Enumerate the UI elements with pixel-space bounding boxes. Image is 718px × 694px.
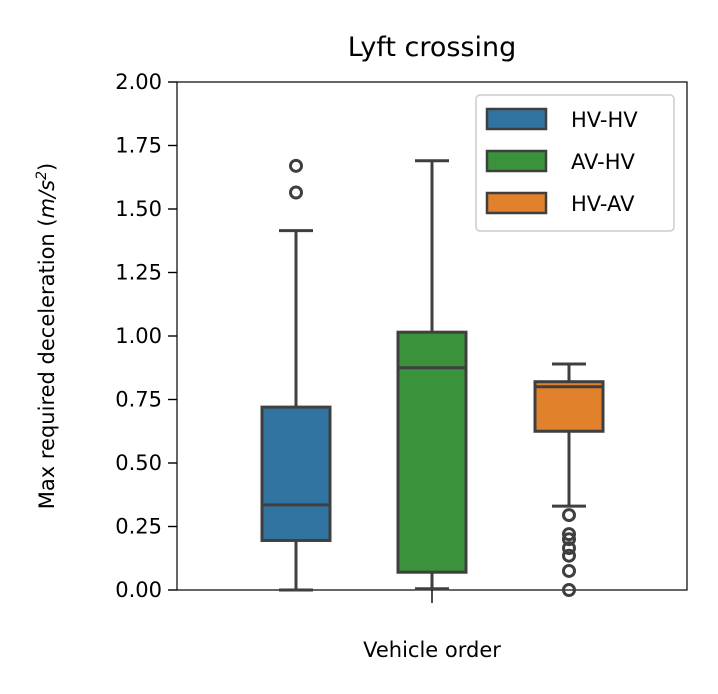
y-tick-label: 1.50 (115, 197, 162, 221)
outlier-point (562, 548, 576, 563)
legend-label: AV-HV (571, 150, 636, 174)
y-tick-label: 1.25 (115, 261, 162, 285)
y-label-prefix: Max required deceleration ( (35, 218, 59, 509)
legend-swatch-hv-hv (485, 107, 548, 131)
box-hv-hv (260, 158, 332, 592)
chart-title: Lyft crossing (348, 32, 517, 63)
y-tick-label: 1.00 (115, 324, 162, 348)
outlier-point (562, 541, 576, 556)
box-series-group (260, 158, 605, 597)
legend-label: HV-AV (571, 192, 635, 216)
outlier-point (289, 158, 303, 173)
legend-swatch-av-hv (485, 149, 548, 173)
y-tick-label: 0.00 (115, 578, 162, 602)
outlier-point (562, 532, 576, 547)
iqr-box (260, 405, 332, 542)
y-label-unit-sep: / (35, 189, 59, 200)
y-label-unit-s: s (35, 180, 59, 191)
y-tick-label: 2.00 (115, 70, 162, 94)
y-axis-label: Max required deceleration (m/s2) (34, 163, 59, 509)
y-tick-label: 0.50 (115, 451, 162, 475)
y-label-unit-exp: 2 (34, 171, 50, 180)
box-hv-av (533, 362, 605, 597)
y-axis: 0.00 0.25 0.50 0.75 1.00 1.25 1.50 1.75 2.00 (115, 70, 177, 602)
box-av-hv (396, 159, 468, 591)
iqr-box (533, 380, 605, 433)
outlier-point (562, 508, 576, 523)
y-label-unit-m: m (35, 198, 59, 218)
iqr-box (396, 330, 468, 574)
legend: HV-HV AV-HV HV-AV (475, 94, 675, 232)
y-tick-label: 1.75 (115, 134, 162, 158)
outlier-point (562, 583, 576, 597)
y-tick-label: 0.25 (115, 515, 162, 539)
y-tick-label: 0.75 (115, 388, 162, 412)
legend-label: HV-HV (571, 108, 638, 132)
y-label-suffix: ) (35, 163, 59, 171)
outlier-point (562, 563, 576, 578)
outlier-point (289, 185, 303, 200)
legend-swatch-hv-av (485, 191, 548, 215)
x-axis-label: Vehicle order (363, 638, 501, 662)
outlier-point (562, 527, 576, 542)
